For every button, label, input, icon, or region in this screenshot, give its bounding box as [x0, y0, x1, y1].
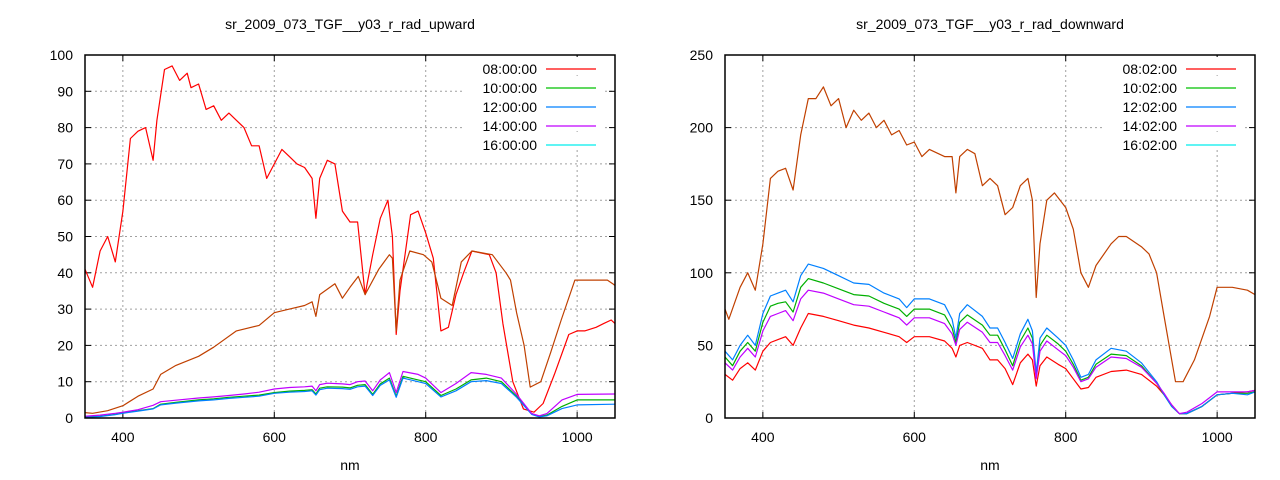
legend-label: 10:00:00: [483, 80, 538, 96]
y-tick-label: 100: [50, 47, 74, 63]
legend-bg: [465, 57, 605, 74]
plot-frame: [724, 54, 1256, 419]
y-tick-label: 70: [57, 156, 73, 172]
series-line-08-02-00: [724, 312, 1256, 415]
legend-label: 08:02:00: [1123, 61, 1178, 77]
y-tick-label: 30: [57, 301, 73, 317]
x-axis-label: nm: [980, 457, 1000, 473]
y-tick-label: 90: [57, 83, 73, 99]
legend-label: 14:02:00: [1123, 118, 1178, 134]
series-line-10-00-00: [84, 375, 615, 418]
x-tick-label: 800: [1054, 429, 1078, 445]
legend-label: 12:02:00: [1123, 99, 1178, 115]
downward-chart: 400 600 800 1000 0 50 100 150 200 250 08:02:00 10:0…: [690, 47, 1256, 445]
y-tick-label: 80: [57, 120, 73, 136]
y-tick-label: 200: [690, 120, 714, 136]
y-tick-label: 150: [690, 192, 714, 208]
series-line-12-02-00: [724, 263, 1256, 415]
x-tick-label: 1000: [1202, 429, 1233, 445]
legend-bg: [1105, 76, 1245, 93]
series-line-10-02-00: [724, 278, 1256, 415]
x-tick-label: 1000: [562, 429, 593, 445]
legend-bg: [1105, 114, 1245, 131]
legend-bg: [1105, 133, 1245, 150]
series-line-16-00-00: [84, 250, 616, 414]
y-tick-label: 50: [57, 229, 73, 245]
x-axis-label: nm: [340, 457, 360, 473]
y-tick-label: 20: [57, 337, 73, 353]
upward-chart-panel: 400 600 800 1000 0 10 20 30 40 50 60 70 80 90 100 08:00…: [50, 16, 616, 473]
x-tick-label: 400: [751, 429, 775, 445]
legend-bg: [1105, 57, 1245, 74]
y-tick-label: 60: [57, 192, 73, 208]
series-line-14-00-00: [84, 370, 616, 417]
legend-label: 16:00:00: [483, 137, 538, 153]
series-line-14-02-00: [724, 289, 1256, 415]
chart-title: sr_2009_073_TGF__y03_r_rad_downward: [856, 16, 1124, 32]
y-tick-label: 0: [705, 410, 713, 426]
y-tick-label: 100: [690, 265, 714, 281]
y-tick-label: 0: [65, 410, 73, 426]
y-tick-label: 50: [697, 337, 713, 353]
legend-bg: [1105, 95, 1245, 112]
legend-bg: [465, 76, 605, 93]
legend-label: 14:00:00: [483, 118, 538, 134]
y-tick-label: 10: [57, 374, 73, 390]
legend-bg: [465, 95, 605, 112]
plot-frame: [84, 54, 616, 419]
x-tick-label: 800: [414, 429, 438, 445]
series-line-16-02-00: [724, 86, 1256, 383]
series-line-12-00-00: [84, 377, 616, 418]
legend-label: 16:02:00: [1123, 137, 1178, 153]
legend-label: 08:00:00: [483, 61, 538, 77]
legend-bg: [465, 133, 605, 150]
y-tick-label: 40: [57, 265, 73, 281]
downward-chart-panel: 400 600 800 1000 0 50 100 150 200 250 08:02:00 10:0…: [640, 0, 1280, 480]
legend-label: 12:00:00: [483, 99, 538, 115]
x-tick-label: 600: [903, 429, 927, 445]
legend-label: 10:02:00: [1123, 80, 1178, 96]
x-tick-label: 600: [263, 429, 287, 445]
x-tick-label: 400: [111, 429, 135, 445]
y-tick-label: 250: [690, 47, 714, 63]
chart-title: sr_2009_073_TGF__y03_r_rad_upward: [225, 16, 475, 32]
legend-bg: [465, 114, 605, 131]
upward-chart: 400 600 800 1000 0 10 20 30 40 50 60 70 80 90 100 08:00…: [50, 47, 616, 445]
series-line-08-00-00: [84, 65, 616, 413]
